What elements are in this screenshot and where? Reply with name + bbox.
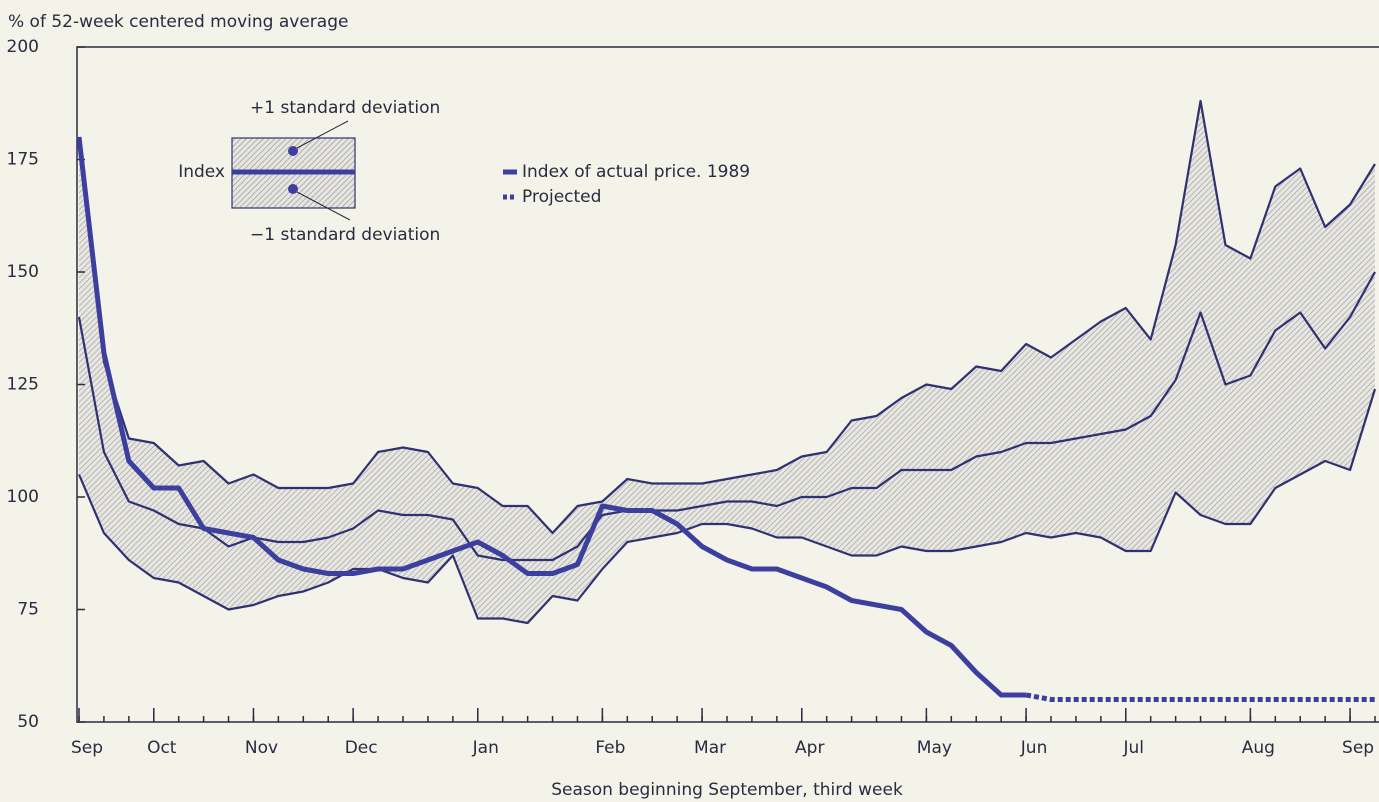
x-tick-label: Jul [1123, 738, 1145, 758]
series-line [76, 136, 1027, 698]
x-tick-label: Apr [795, 738, 824, 758]
key-dot [288, 184, 298, 194]
x-tick-label: Feb [595, 738, 625, 758]
y-tick-label: 150 [7, 262, 39, 282]
x-tick-label: Aug [1242, 738, 1275, 758]
y-tick-label: 100 [7, 487, 39, 507]
x-tick-label: Sep [1342, 738, 1374, 758]
legend-label: Index of actual price. 1989 [522, 162, 750, 182]
y-axis-label: % of 52-week centered moving average [8, 12, 348, 32]
key-label: +1 standard deviation [250, 98, 440, 118]
band-area [79, 101, 1375, 623]
legend-label: Projected [522, 187, 601, 207]
key-dot [288, 146, 298, 156]
y-tick-label: 125 [7, 375, 39, 395]
key-label: −1 standard deviation [250, 225, 440, 245]
y-tick-label: 75 [17, 600, 39, 620]
key-label: Index [178, 162, 225, 182]
x-tick-label: May [917, 738, 952, 758]
series-line [1025, 692, 1375, 702]
x-tick-label: Oct [147, 738, 177, 758]
y-tick-label: 175 [7, 150, 39, 170]
x-axis-label: Season beginning September, third week [551, 780, 903, 800]
x-tick-label: Mar [694, 738, 726, 758]
leader-line [296, 191, 351, 221]
y-tick-label: 50 [17, 712, 39, 732]
series-line [77, 99, 1376, 535]
y-tick-label: 200 [7, 37, 39, 57]
x-tick-label: Dec [345, 738, 378, 758]
leader-line [296, 120, 349, 149]
x-tick-label: Nov [245, 738, 278, 758]
series-line [77, 271, 1376, 562]
x-tick-label: Jun [1020, 738, 1048, 758]
x-tick-label: Sep [71, 738, 103, 758]
series-line [77, 388, 1377, 625]
x-tick-label: Jan [472, 738, 499, 758]
inset-key: +1 standard deviation Index −1 standard … [178, 98, 440, 245]
legend: Index of actual price. 1989 Projected [503, 162, 750, 207]
